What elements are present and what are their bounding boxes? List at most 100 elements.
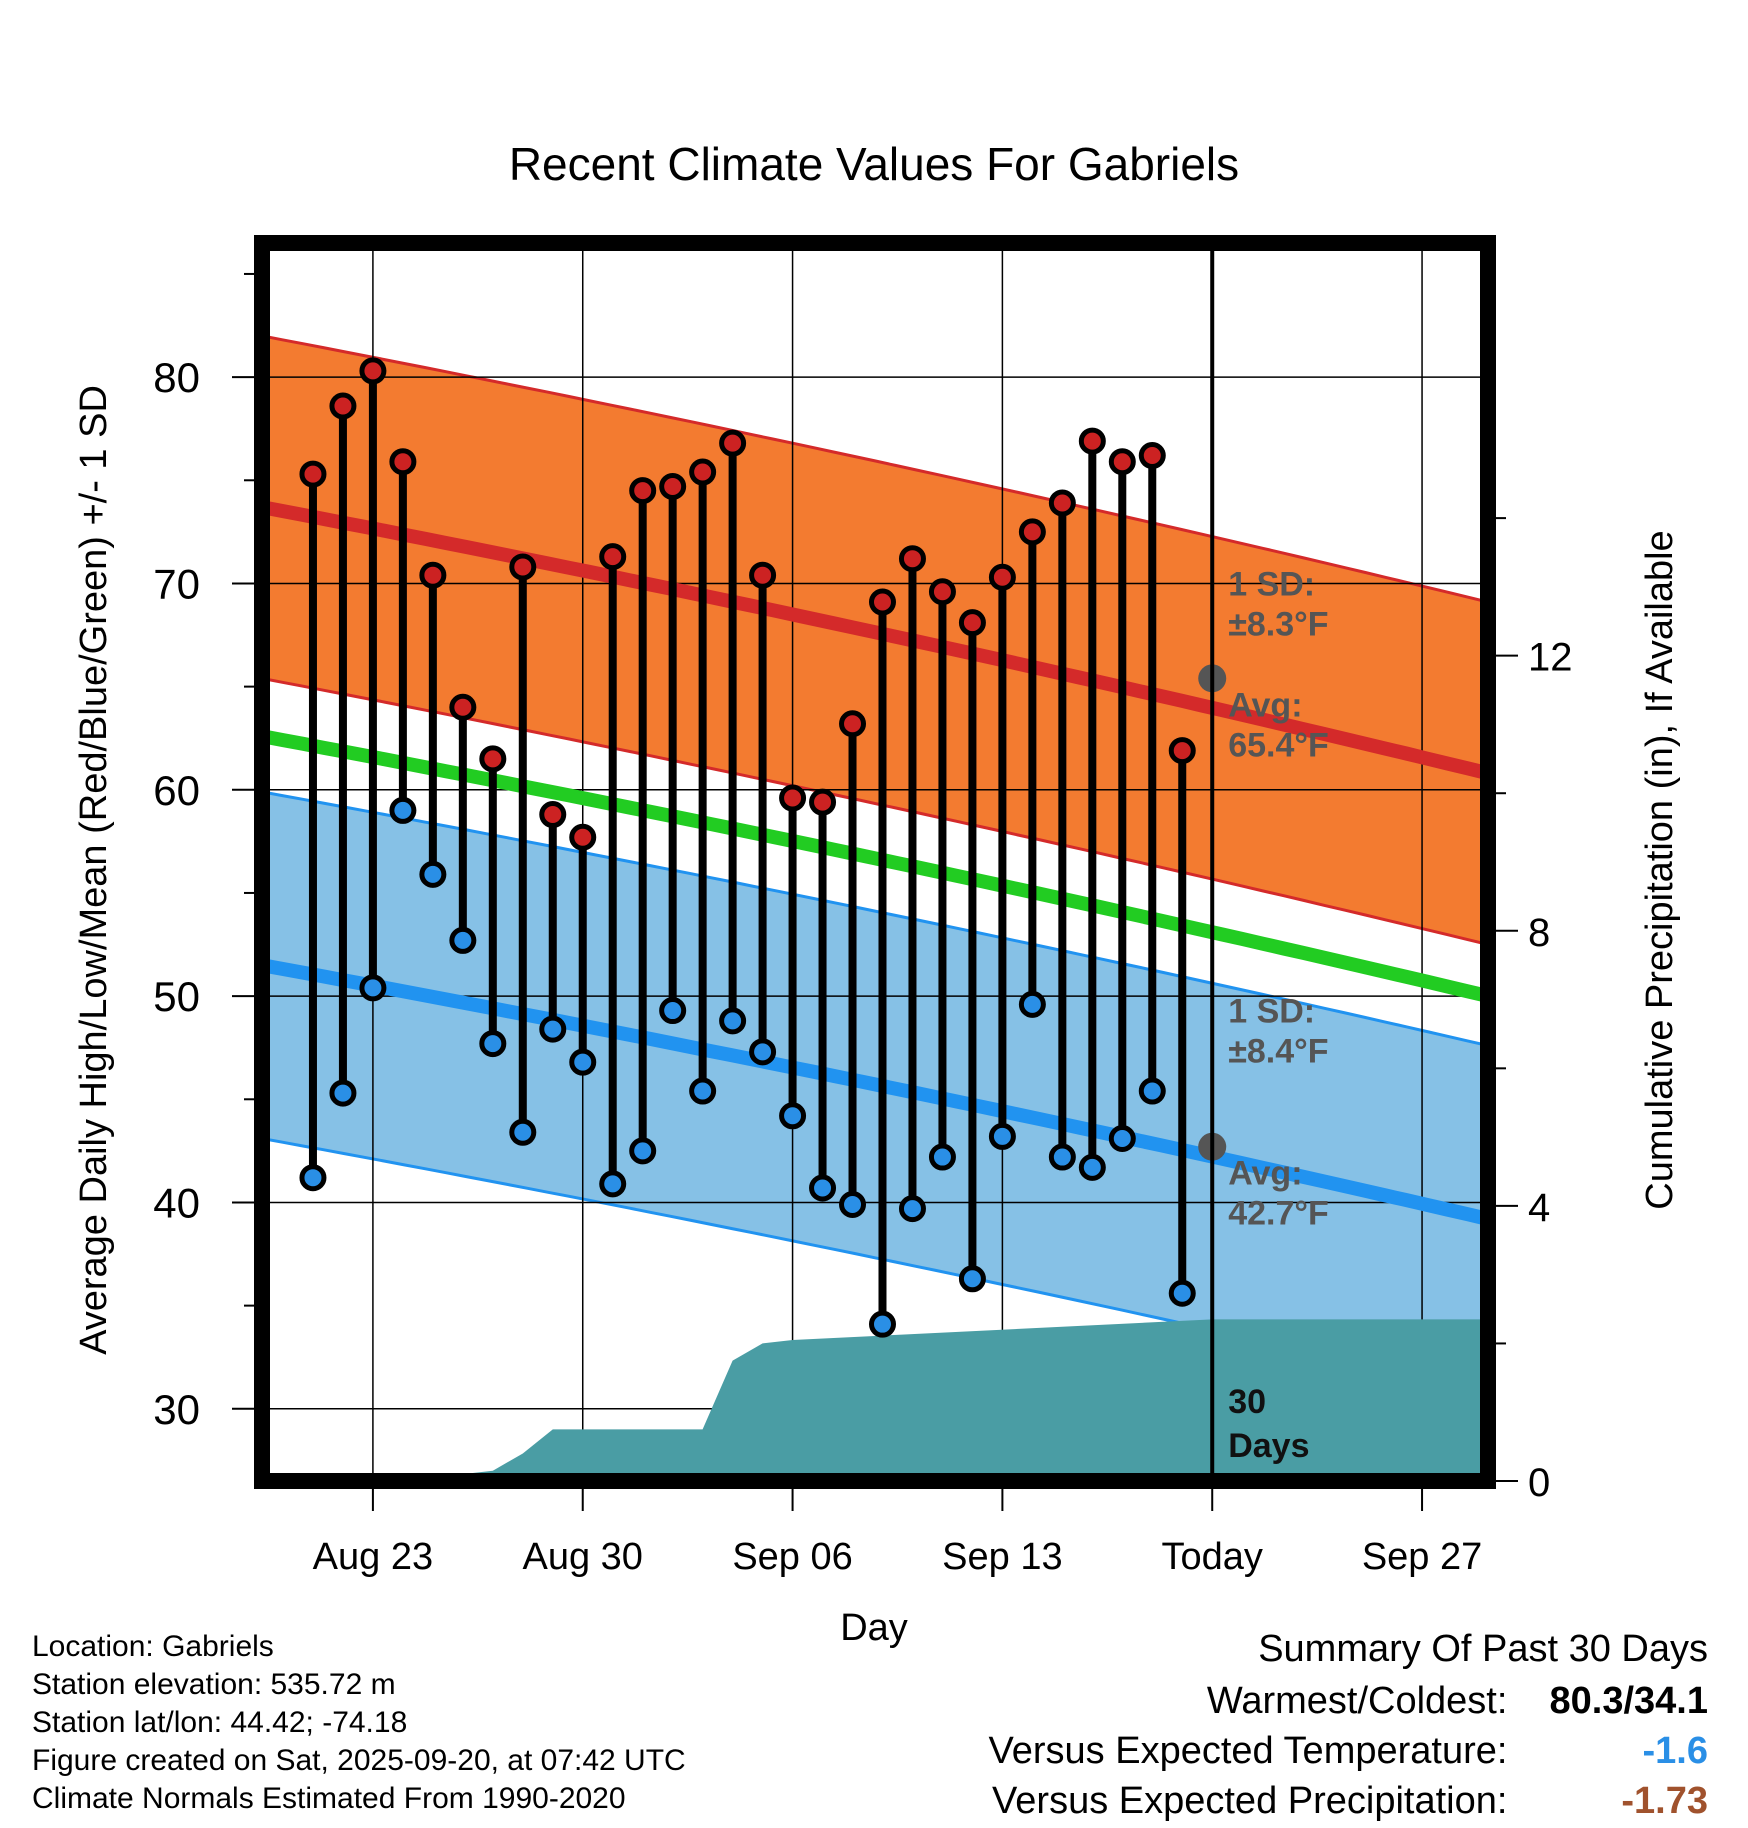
temp-value: -1.6: [1642, 1730, 1708, 1772]
daily-low-point: [599, 1170, 627, 1198]
daily-low-point: [509, 1118, 537, 1146]
daily-low-point: [1108, 1124, 1136, 1152]
daily-low-point: [419, 860, 447, 888]
daily-high-point: [1018, 518, 1046, 546]
created-text: Figure created on Sat, 2025-09-20, at 07…: [32, 1744, 686, 1777]
x-tick-label: Sep 27: [1362, 1536, 1482, 1578]
daily-low-point: [958, 1265, 986, 1293]
y-tick-label: 60: [153, 767, 200, 814]
daily-low-point: [1078, 1153, 1106, 1181]
daily-low-point: [629, 1137, 657, 1165]
daily-high-point: [449, 693, 477, 721]
axes: 30 40 50 60 70 80 0 4 8 12 Aug 23 Aug 30 Sep 06 Sep 1…: [153, 235, 1573, 1578]
daily-high-point: [839, 710, 867, 738]
daily-low-point: [749, 1038, 777, 1066]
daily-low-point: [1138, 1077, 1166, 1105]
daily-low-point: [839, 1191, 867, 1219]
observed-temperatures: [299, 357, 1196, 1338]
plot-frame: [254, 235, 1496, 1489]
high-sd-value: ±8.3°F: [1228, 605, 1328, 643]
normals-text: Climate Normals Estimated From 1990-2020: [32, 1782, 626, 1815]
daily-high-point: [419, 561, 447, 589]
low-sd-label: 1 SD:: [1228, 993, 1315, 1031]
precip-value: -1.73: [1621, 1780, 1708, 1822]
summary-temp-row: Versus Expected Temperature: -1.6: [989, 1730, 1708, 1773]
y2-axis-label: Cumulative Precipitation (in), If Availa…: [1639, 530, 1681, 1209]
daily-high-point: [299, 460, 327, 488]
daily-high-point: [569, 823, 597, 851]
daily-high-point: [659, 472, 687, 500]
daily-high-point: [539, 801, 567, 829]
chart-title: Recent Climate Values For Gabriels: [509, 138, 1239, 190]
precipitation-area: [282, 1319, 1488, 1481]
daily-low-point: [779, 1102, 807, 1130]
daily-high-point: [329, 392, 357, 420]
daily-low-point: [1048, 1143, 1076, 1171]
daily-low-point: [359, 974, 387, 1002]
days-count-word: Days: [1228, 1427, 1309, 1465]
summary-precip-row: Versus Expected Precipitation: -1.73: [992, 1780, 1708, 1823]
x-tick-label: Sep 06: [732, 1536, 852, 1578]
daily-low-point: [569, 1048, 597, 1076]
station-info: Location: Gabriels Station elevation: 53…: [32, 1628, 686, 1818]
daily-low-point: [868, 1310, 896, 1338]
y-tick-label: 70: [153, 560, 200, 607]
warmest-value: 80.3/34.1: [1549, 1680, 1708, 1722]
normal-high-line: [260, 500, 1490, 781]
daily-low-point: [898, 1195, 926, 1223]
precip-label: Versus Expected Precipitation:: [992, 1780, 1508, 1822]
elevation-text: Station elevation: 535.72 m: [32, 1668, 396, 1701]
daily-high-point: [599, 543, 627, 571]
daily-high-point: [988, 563, 1016, 591]
low-avg-value: 42.7°F: [1228, 1195, 1329, 1233]
daily-low-point: [1168, 1279, 1196, 1307]
daily-high-point: [928, 578, 956, 606]
daily-low-point: [659, 997, 687, 1025]
y-axis-label: Average Daily High/Low/Mean (Red/Blue/Gr…: [73, 385, 115, 1355]
high-avg-label: Avg:: [1228, 686, 1302, 724]
daily-high-point: [749, 561, 777, 589]
daily-high-point: [1138, 442, 1166, 470]
x-axis-label: Day: [840, 1607, 908, 1649]
daily-low-point: [719, 1007, 747, 1035]
x-tick-label: Today: [1162, 1536, 1263, 1578]
daily-low-point: [479, 1030, 507, 1058]
y-tick-label: 80: [153, 354, 200, 401]
temp-label: Versus Expected Temperature:: [988, 1730, 1508, 1772]
daily-high-point: [809, 788, 837, 816]
summary-title: Summary Of Past 30 Days: [1258, 1628, 1708, 1670]
normal-low-line: [260, 958, 1490, 1226]
daily-low-point: [809, 1174, 837, 1202]
daily-high-point: [629, 477, 657, 505]
daily-high-point: [1168, 737, 1196, 765]
daily-low-point: [329, 1079, 357, 1107]
high-sd-label: 1 SD:: [1228, 565, 1315, 603]
daily-high-point: [868, 588, 896, 616]
daily-high-point: [479, 745, 507, 773]
daily-high-point: [719, 429, 747, 457]
daily-high-point: [1048, 489, 1076, 517]
daily-low-point: [928, 1143, 956, 1171]
daily-low-point: [389, 796, 417, 824]
daily-high-point: [359, 357, 387, 385]
x-tick-label: Aug 23: [313, 1536, 433, 1578]
daily-high-point: [779, 784, 807, 812]
daily-high-point: [958, 609, 986, 637]
daily-high-point: [389, 448, 417, 476]
warmest-label: Warmest/Coldest:: [1206, 1680, 1508, 1722]
daily-high-point: [509, 553, 537, 581]
high-avg-value: 65.4°F: [1228, 726, 1329, 764]
daily-high-point: [1108, 448, 1136, 476]
days-count-number: 30: [1228, 1383, 1266, 1421]
x-tick-label: Sep 13: [942, 1536, 1062, 1578]
y2-tick-label: 8: [1528, 911, 1550, 955]
daily-high-point: [898, 545, 926, 573]
summary-warmest-row: Warmest/Coldest: 80.3/34.1: [1207, 1680, 1708, 1723]
location-text: Location: Gabriels: [32, 1630, 274, 1663]
daily-low-point: [539, 1015, 567, 1043]
x-tick-label: Aug 30: [523, 1536, 643, 1578]
y-tick-label: 40: [153, 1179, 200, 1226]
low-avg-label: Avg:: [1228, 1155, 1302, 1193]
latlon-text: Station lat/lon: 44.42; -74.18: [32, 1706, 408, 1739]
